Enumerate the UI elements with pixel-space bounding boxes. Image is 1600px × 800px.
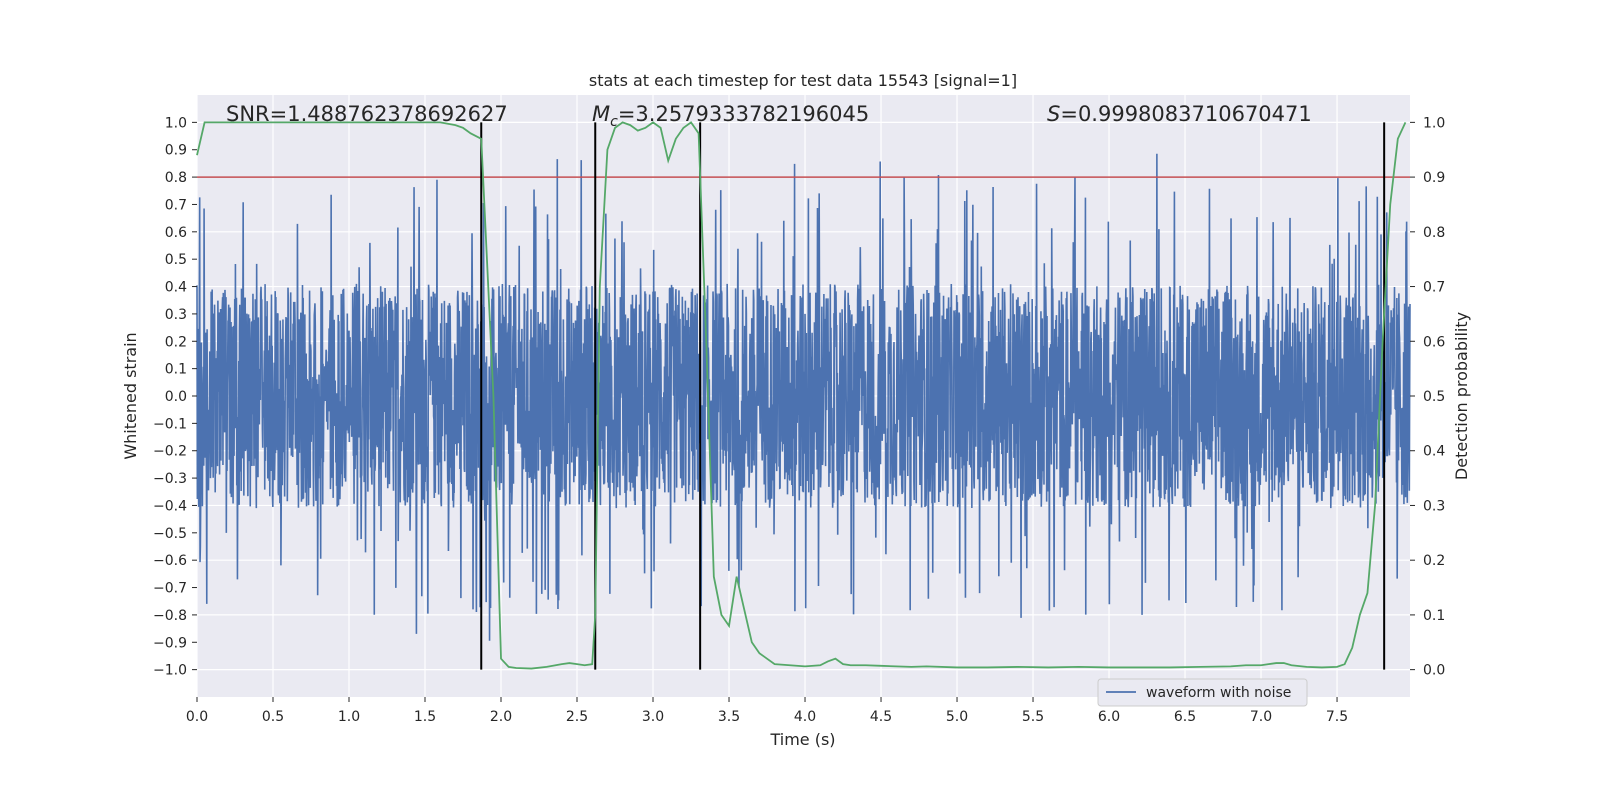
y-axis-right-ticks: 1.0 0.9 0.8 0.7 0.6 0.5 0.4 0.3 0.2 0.1 0.0	[1410, 115, 1445, 679]
x-tick-label-4: 2.0	[490, 709, 512, 725]
y-left-tick-label-4: 0.6	[165, 225, 187, 241]
y-right-tick-label-9: 0.1	[1423, 608, 1445, 624]
y-left-tick-label-13: −0.3	[153, 471, 187, 487]
x-tick-label-6: 3.0	[642, 709, 664, 725]
x-tick-label-7: 3.5	[718, 709, 740, 725]
x-tick-label-9: 4.5	[870, 709, 892, 725]
detection-probability-line	[196, 121, 1407, 670]
waveform-series	[196, 153, 1411, 641]
y-left-tick-label-1: 0.9	[165, 143, 187, 159]
x-tick-label-12: 6.0	[1098, 709, 1120, 725]
x-tick-label-15: 7.5	[1326, 709, 1348, 725]
y-left-tick-label-7: 0.3	[165, 307, 187, 323]
chirp-mass-value: =3.2579333782196045	[618, 102, 869, 126]
y-left-tick-label-14: −0.4	[153, 498, 187, 514]
y-left-tick-label-5: 0.5	[165, 252, 187, 268]
y-left-tick-label-3: 0.7	[165, 197, 187, 213]
y-left-tick-label-0: 1.0	[165, 115, 187, 131]
y-right-tick-label-2: 0.8	[1423, 225, 1445, 241]
chirp-mass-annotation: Mc=3.2579333782196045	[592, 102, 869, 130]
y-right-tick-label-3: 0.7	[1423, 280, 1445, 296]
x-axis-ticks: 0.0 0.5 1.0 1.5 2.0 2.5 3.0 3.5 4.0 4.5 5.0 5.5 6.0 6…	[186, 697, 1348, 725]
x-tick-label-14: 7.0	[1250, 709, 1272, 725]
chirp-mass-symbol: M	[592, 102, 610, 126]
y-axis-left-label: Whitened strain	[121, 332, 140, 459]
x-tick-label-5: 2.5	[566, 709, 588, 725]
y-right-tick-label-0: 1.0	[1423, 115, 1445, 131]
y-right-tick-label-7: 0.3	[1423, 498, 1445, 514]
y-right-tick-label-1: 0.9	[1423, 170, 1445, 186]
y-right-tick-label-10: 0.0	[1423, 663, 1445, 679]
legend: waveform with noise	[1097, 678, 1308, 707]
x-tick-label-3: 1.5	[414, 709, 436, 725]
chart-title: stats at each timestep for test data 155…	[589, 71, 1017, 90]
chirp-mass-subscript: c	[610, 114, 618, 130]
y-left-tick-label-11: −0.1	[153, 416, 187, 432]
y-right-tick-label-4: 0.6	[1423, 334, 1445, 350]
y-left-tick-label-2: 0.8	[165, 170, 187, 186]
y-axis-left-ticks: 1.0 0.9 0.8 0.7 0.6 0.5 0.4 0.3 0.2 0.1 0.0 −0.1 −0.…	[153, 115, 197, 679]
y-left-tick-label-20: −1.0	[153, 663, 187, 679]
x-tick-label-8: 4.0	[794, 709, 816, 725]
y-axis-right-label: Detection probability	[1452, 312, 1471, 480]
y-left-tick-label-17: −0.7	[153, 581, 187, 597]
x-tick-label-2: 1.0	[338, 709, 360, 725]
y-right-tick-label-8: 0.2	[1423, 553, 1445, 569]
y-left-tick-label-12: −0.2	[153, 444, 187, 460]
x-tick-label-13: 6.5	[1174, 709, 1196, 725]
waveform-line	[196, 153, 1411, 641]
x-axis-label: Time (s)	[769, 730, 835, 749]
legend-label: waveform with noise	[1146, 685, 1291, 701]
x-tick-label-0: 0.0	[186, 709, 208, 725]
y-left-tick-label-10: 0.0	[165, 389, 187, 405]
score-symbol: S	[1047, 102, 1060, 126]
score-value: =0.9998083710670471	[1060, 102, 1311, 126]
y-left-tick-label-15: −0.5	[153, 526, 187, 542]
y-left-tick-label-6: 0.4	[165, 280, 187, 296]
y-left-tick-label-8: 0.2	[165, 334, 187, 350]
y-right-tick-label-6: 0.4	[1423, 444, 1445, 460]
snr-annotation: SNR=1.488762378692627	[226, 102, 508, 126]
y-left-tick-label-9: 0.1	[165, 362, 187, 378]
y-left-tick-label-16: −0.6	[153, 553, 187, 569]
legend-box	[1097, 678, 1308, 707]
x-tick-label-10: 5.0	[946, 709, 968, 725]
score-annotation: S=0.9998083710670471	[1047, 102, 1312, 126]
x-tick-label-1: 0.5	[262, 709, 284, 725]
y-left-tick-label-18: −0.8	[153, 608, 187, 624]
y-left-tick-label-19: −0.9	[153, 635, 187, 651]
x-tick-label-11: 5.5	[1022, 709, 1044, 725]
y-right-tick-label-5: 0.5	[1423, 389, 1445, 405]
